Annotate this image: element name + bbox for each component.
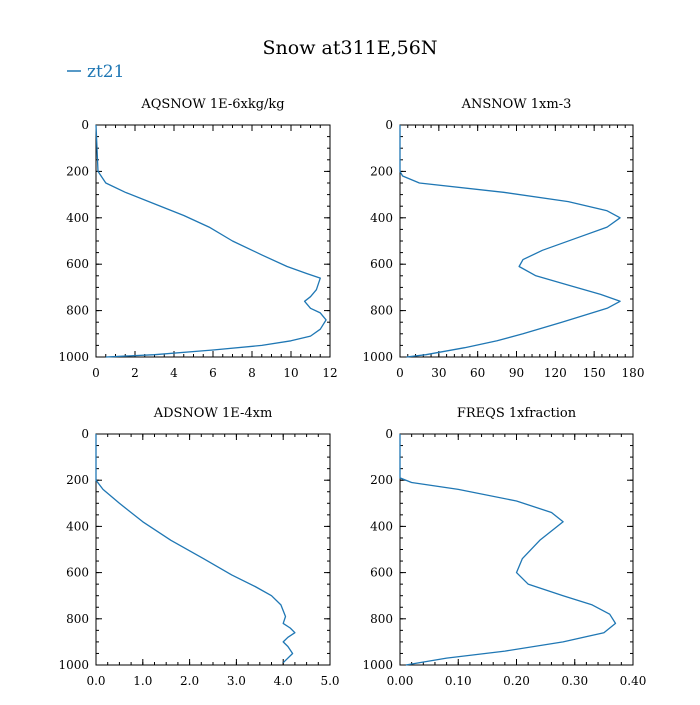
series-line-zt21 xyxy=(95,434,296,664)
y-tick-label: 600 xyxy=(66,257,89,271)
y-tick-label: 800 xyxy=(66,612,89,626)
x-tick-label: 120 xyxy=(544,366,567,380)
y-tick-label: 800 xyxy=(66,304,89,318)
x-tick-label: 6 xyxy=(209,366,217,380)
y-tick-label: 200 xyxy=(370,164,393,178)
y-tick-label: 0 xyxy=(81,427,89,441)
plot-frame xyxy=(95,124,331,358)
panel-title: ANSNOW 1xm-3 xyxy=(461,97,572,112)
x-tick-label: 5.0 xyxy=(320,674,339,688)
y-tick-label: 0 xyxy=(385,427,393,441)
figure-title: Snow at311E,56N xyxy=(263,37,438,59)
plot-frame xyxy=(399,124,634,358)
legend-label: zt21 xyxy=(87,62,124,82)
y-tick-label: 600 xyxy=(66,566,89,580)
y-tick-label: 600 xyxy=(370,566,393,580)
x-tick-label: 10 xyxy=(283,366,298,380)
x-tick-label: 150 xyxy=(583,366,606,380)
y-tick-label: 400 xyxy=(66,519,89,533)
series-line-zt21 xyxy=(399,434,617,666)
x-tick-label: 1.0 xyxy=(133,674,152,688)
series-line-zt21 xyxy=(399,125,621,358)
x-tick-label: 0 xyxy=(92,366,100,380)
plot-frame xyxy=(95,433,331,666)
x-tick-label: 3.0 xyxy=(227,674,246,688)
panel-title: ADSNOW 1E-4xm xyxy=(153,406,273,421)
y-tick-label: 1000 xyxy=(362,658,393,672)
y-tick-label: 0 xyxy=(81,118,89,132)
x-tick-label: 0.00 xyxy=(387,674,414,688)
y-tick-label: 400 xyxy=(66,211,89,225)
x-tick-label: 0.40 xyxy=(620,674,647,688)
x-tick-label: 4 xyxy=(170,366,178,380)
x-tick-label: 90 xyxy=(509,366,524,380)
y-tick-label: 600 xyxy=(370,257,393,271)
y-tick-label: 800 xyxy=(370,304,393,318)
x-tick-label: 2 xyxy=(131,366,139,380)
y-tick-label: 800 xyxy=(370,612,393,626)
y-tick-label: 400 xyxy=(370,211,393,225)
legend: zt21 xyxy=(67,62,124,82)
x-tick-label: 0.0 xyxy=(86,674,105,688)
panel-title: FREQS 1xfraction xyxy=(457,406,577,421)
x-tick-label: 4.0 xyxy=(274,674,293,688)
y-tick-label: 200 xyxy=(370,473,393,487)
plot-frame xyxy=(399,433,634,666)
x-tick-label: 0.20 xyxy=(503,674,530,688)
x-tick-label: 0 xyxy=(396,366,404,380)
y-tick-label: 1000 xyxy=(58,350,89,364)
y-tick-label: 1000 xyxy=(362,350,393,364)
y-tick-label: 400 xyxy=(370,519,393,533)
panel-3: ADSNOW 1E-4xm 0.0 1.0 2.0 3.0 4.0 5.0 0 200 400 60… xyxy=(58,406,339,688)
panel-title: AQSNOW 1E-6xkg/kg xyxy=(140,97,284,112)
y-tick-label: 200 xyxy=(66,473,89,487)
x-tick-label: 0.10 xyxy=(445,674,472,688)
y-tick-label: 0 xyxy=(385,118,393,132)
x-tick-label: 180 xyxy=(622,366,645,380)
x-tick-label: 0.30 xyxy=(561,674,588,688)
y-tick-label: 200 xyxy=(66,164,89,178)
x-tick-label: 60 xyxy=(470,366,485,380)
x-tick-label: 30 xyxy=(431,366,446,380)
panel-2: ANSNOW 1xm-3 0 30 60 90 120 150 180 0 200 400 600 80… xyxy=(362,97,644,380)
panel-4: FREQS 1xfraction 0.00 0.10 0.20 0.30 0.40 0 200… xyxy=(362,406,646,688)
x-tick-label: 12 xyxy=(322,366,337,380)
y-tick-label: 1000 xyxy=(58,658,89,672)
x-tick-label: 8 xyxy=(248,366,256,380)
series-line-zt21 xyxy=(95,124,327,358)
x-tick-label: 2.0 xyxy=(180,674,199,688)
panel-1: AQSNOW 1E-6xkg/kg 0 2 4 6 8 10 12 0 200 400 600 800 1… xyxy=(58,97,337,380)
